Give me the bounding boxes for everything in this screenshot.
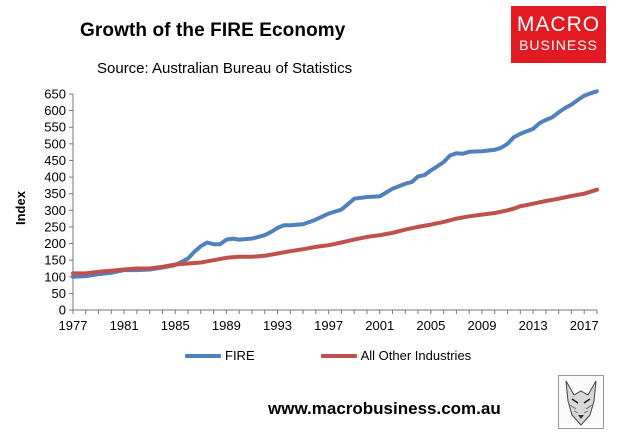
y-tick-label: 650 [44, 87, 66, 102]
x-tick-label: 1985 [161, 318, 190, 333]
chart-series [71, 89, 599, 279]
x-tick-label: 1977 [59, 318, 88, 333]
legend-swatch-fire [185, 353, 221, 358]
series-line-all-other-industries [71, 187, 599, 276]
legend-item-other-industries: All Other Industries [320, 348, 472, 363]
x-tick-label: 2009 [468, 318, 497, 333]
legend-swatch-other-industries [320, 353, 357, 358]
y-tick-label: 600 [44, 103, 66, 118]
y-tick-label: 0 [59, 303, 66, 318]
y-tick-label: 150 [44, 253, 66, 268]
y-tick-label: 550 [44, 120, 66, 135]
logo-line-1: MACRO [516, 13, 601, 36]
chart-legend: FIRE All Other Industries [185, 348, 537, 363]
x-tick-label: 1989 [212, 318, 241, 333]
chart-title: Growth of the FIRE Economy [80, 20, 346, 41]
y-tick-label: 500 [44, 136, 66, 151]
y-tick-label: 350 [44, 186, 66, 201]
y-tick-label: 450 [44, 153, 66, 168]
legend-item-fire: FIRE [185, 348, 255, 363]
y-tick-label: 250 [44, 219, 66, 234]
wolf-icon [558, 375, 604, 429]
y-tick-label: 400 [44, 170, 66, 185]
x-tick-label: 2005 [416, 318, 445, 333]
y-tick-label: 50 [52, 286, 66, 301]
legend-label-other-industries: All Other Industries [360, 348, 472, 363]
x-tick-label: 2017 [570, 318, 599, 333]
y-tick-label: 300 [44, 203, 66, 218]
legend-label-fire: FIRE [225, 348, 255, 363]
website-url[interactable]: www.macrobusiness.com.au [268, 399, 501, 418]
logo-line-2: BUSINESS [519, 37, 598, 53]
x-tick-label: 1997 [314, 318, 343, 333]
x-tick-label: 2013 [519, 318, 548, 333]
y-tick-label: 100 [44, 269, 66, 284]
x-tick-label: 1981 [110, 318, 139, 333]
x-tick-label: 1993 [263, 318, 292, 333]
chart-subtitle: Source: Australian Bureau of Statistics [97, 60, 353, 77]
y-tick-label: 200 [44, 236, 66, 251]
x-tick-label: 2001 [365, 318, 394, 333]
macrobusiness-logo: MACRO BUSINESS [511, 6, 606, 63]
series-line-fire [71, 89, 599, 279]
